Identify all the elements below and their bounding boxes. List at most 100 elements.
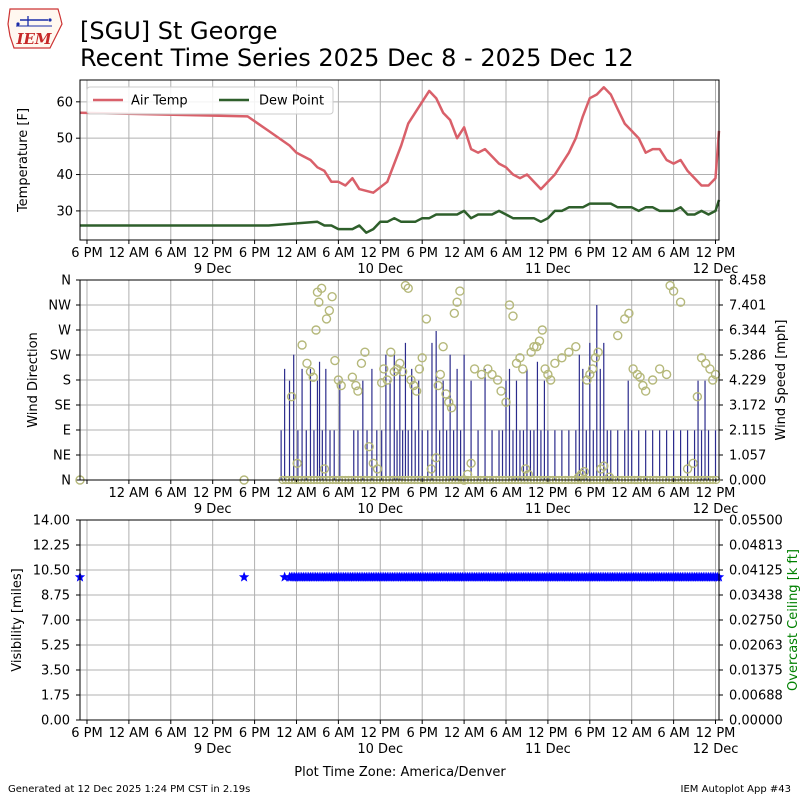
temp-tick-label: 30	[56, 204, 73, 219]
ceiling-tick-label: 0.04125	[729, 564, 783, 579]
dew-point-line	[80, 199, 721, 234]
wind-direction-point	[571, 341, 581, 352]
axes-frame	[79, 279, 720, 481]
logo-text: IEM	[15, 30, 51, 48]
x-tick-label: 12 PM	[193, 726, 233, 741]
wind-direction-point	[501, 397, 511, 407]
x-tick-label: 6 PM	[71, 246, 102, 261]
x-day-label: 12 Dec	[693, 262, 739, 277]
x-tick-label: 12 AM	[611, 486, 652, 501]
ceiling-axis-label: Overcast Ceiling [k ft]	[786, 549, 800, 691]
x-tick-label: 6 AM	[490, 246, 523, 261]
visibility-tick-label: 14.00	[33, 514, 70, 529]
x-tick-label: 6 PM	[406, 486, 437, 501]
x-day-label: 10 Dec	[357, 502, 403, 517]
direction-axis-label: Wind Direction	[26, 332, 41, 428]
x-tick-label: 12 PM	[528, 486, 568, 501]
wind-direction-point	[492, 375, 503, 385]
wind-direction-point	[604, 472, 615, 482]
wind-direction-point	[504, 300, 515, 310]
wind-direction-point	[638, 380, 648, 391]
wind-direction-point	[523, 469, 534, 480]
x-tick-label: 12 AM	[444, 486, 485, 501]
wind-direction-point	[382, 375, 392, 385]
wind-direction-point	[330, 355, 340, 366]
speed-axis-label: Wind Speed [mph]	[774, 320, 789, 441]
x-day-label: 9 Dec	[194, 502, 232, 517]
wind-direction-point	[647, 375, 658, 385]
wind-direction-point	[557, 353, 567, 363]
wind-direction-point	[675, 297, 686, 307]
x-day-label: 12 Dec	[693, 502, 739, 517]
x-day-label: 11 Dec	[525, 262, 571, 277]
x-tick-label: 12 PM	[696, 726, 736, 741]
direction-tick-label: N	[61, 274, 71, 289]
wind-direction-point	[347, 372, 358, 382]
x-tick-label: 6 AM	[657, 726, 690, 741]
wind-direction-point	[701, 358, 711, 369]
wind-direction-point	[327, 291, 337, 302]
ceiling-tick-label: 0.03438	[729, 589, 783, 604]
wind-direction-point	[515, 353, 525, 363]
direction-tick-label: SW	[50, 349, 71, 364]
x-tick-label: 6 AM	[322, 246, 355, 261]
ceiling-tick-label: 0.00000	[729, 714, 783, 729]
wind-direction-point	[414, 364, 425, 374]
direction-tick-label: N	[61, 474, 71, 489]
wind-direction-point	[426, 464, 436, 474]
wind-direction-point	[596, 464, 606, 474]
time-axis-label: Plot Time Zone: America/Denver	[294, 765, 506, 780]
wind-direction-point	[582, 375, 592, 385]
visibility-tick-label: 3.50	[41, 664, 70, 679]
wind-direction-point	[688, 458, 698, 469]
visibility-axis-label: Visibility [miles]	[10, 568, 25, 671]
wind-direction-point	[661, 369, 672, 380]
visibility-tick-label: 1.75	[41, 689, 70, 704]
x-tick-label: 6 AM	[155, 726, 188, 741]
wind-direction-point	[435, 369, 446, 380]
wind-direction-point	[417, 353, 427, 363]
wind-direction-point	[599, 461, 609, 471]
wind-direction-point	[654, 364, 665, 374]
wind-direction-point	[433, 380, 443, 391]
wind-direction-point	[302, 358, 312, 369]
visibility-point	[238, 571, 250, 582]
wind-direction-point	[455, 286, 465, 296]
x-tick-label: 12 AM	[276, 246, 317, 261]
wind-direction-point	[446, 403, 457, 413]
wind-direction-point	[635, 372, 645, 382]
wind-direction-point	[526, 347, 536, 357]
x-tick-label: 12 AM	[108, 726, 149, 741]
wind-direction-point	[692, 391, 703, 402]
x-tick-label: 6 AM	[322, 486, 355, 501]
wind-direction-point	[333, 375, 344, 385]
wind-direction-point	[476, 369, 487, 380]
speed-tick-label: 6.344	[729, 324, 766, 339]
x-tick-label: 12 AM	[276, 726, 317, 741]
wind-direction-point	[705, 364, 715, 374]
visibility-tick-label: 5.25	[41, 639, 70, 654]
temp-axis-label: Temperature [F]	[16, 108, 31, 213]
speed-tick-label: 0.000	[729, 474, 766, 489]
legend-label-air-temp: Air Temp	[131, 94, 188, 109]
x-tick-label: 12 PM	[193, 246, 233, 261]
wind-direction-point	[466, 458, 476, 469]
chart-title-station: [SGU] St George	[80, 17, 278, 45]
legend-box	[86, 86, 334, 115]
wind-direction-point	[324, 305, 335, 316]
wind-direction-point	[316, 283, 327, 294]
wind-direction-point	[543, 369, 553, 380]
x-tick-label: 6 PM	[71, 726, 102, 741]
iem-logo-graphic: IEM	[7, 8, 63, 49]
iem-logo: IEM	[6, 6, 64, 52]
x-tick-label: 12 AM	[611, 726, 652, 741]
x-tick-label: 6 PM	[239, 726, 270, 741]
speed-tick-label: 5.286	[729, 349, 766, 364]
wind-direction-point	[421, 314, 432, 324]
wind-direction-point	[593, 347, 603, 357]
wind-direction-point	[573, 472, 584, 482]
wind-direction-point	[508, 311, 518, 321]
wind-direction-point	[400, 280, 411, 291]
ceiling-tick-label: 0.04813	[729, 539, 783, 554]
axes-frame	[79, 519, 720, 721]
